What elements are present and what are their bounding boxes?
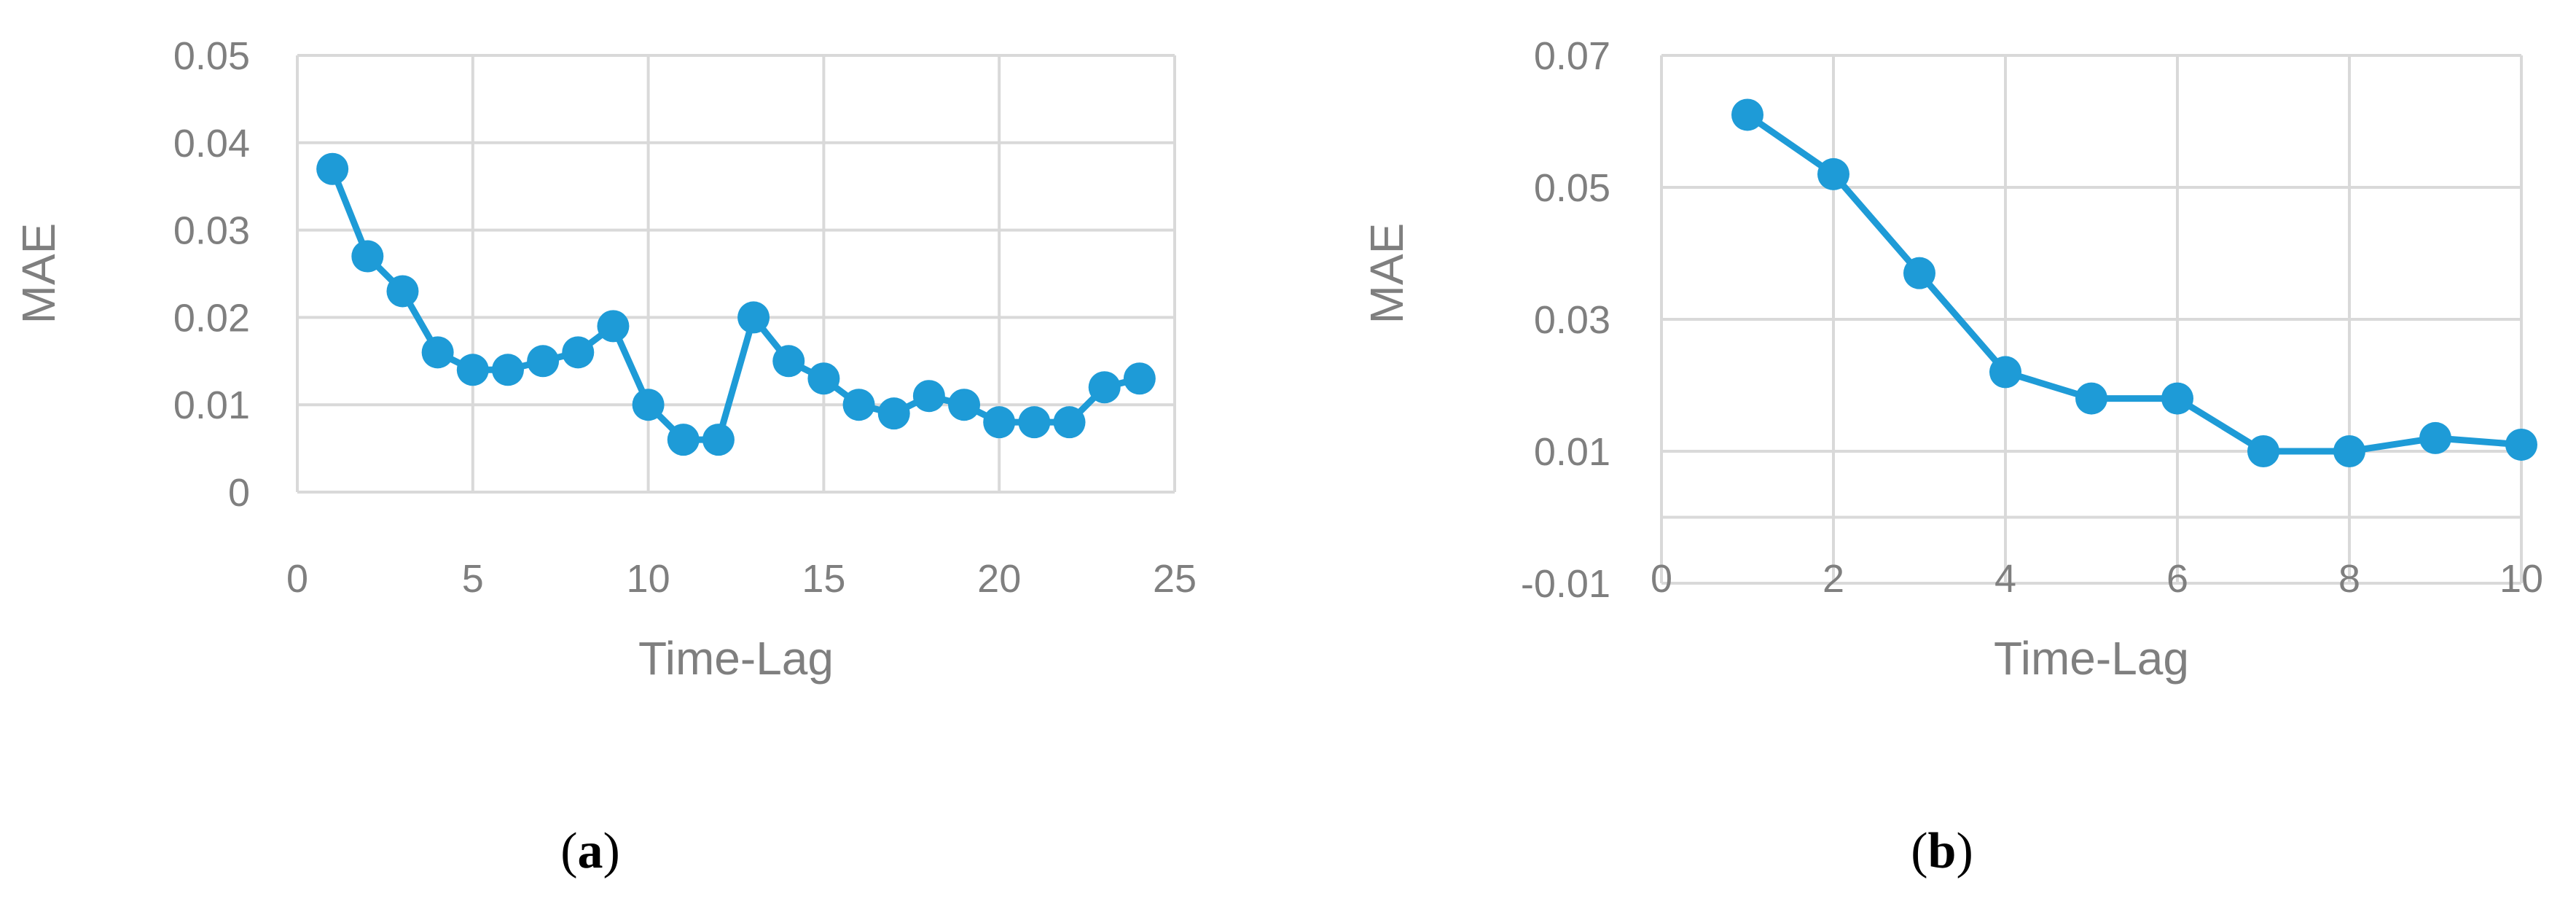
panel-label-open: ( xyxy=(560,823,577,879)
data-point xyxy=(2161,382,2193,415)
x-tick-label: 6 xyxy=(2166,557,2188,601)
y-tick-label: 0.01 xyxy=(1534,430,1610,474)
y-axis-title: MAE xyxy=(12,223,65,324)
x-axis-title: Time-Lag xyxy=(1994,632,2189,685)
x-tick-label: 15 xyxy=(802,557,845,601)
data-point xyxy=(877,397,910,430)
y-tick-label: 0.05 xyxy=(1534,166,1610,210)
x-tick-label: 0 xyxy=(1651,557,1672,601)
data-point xyxy=(948,389,981,421)
series-line xyxy=(329,168,1140,443)
data-point xyxy=(316,152,349,185)
x-tick-label: 8 xyxy=(2338,557,2360,601)
data-point xyxy=(632,389,665,421)
y-tick-label: 0.03 xyxy=(173,209,250,253)
data-point xyxy=(983,406,1016,439)
panel-label-open: ( xyxy=(1911,823,1927,879)
data-point xyxy=(2333,435,2365,467)
x-tick-label: 10 xyxy=(2499,557,2543,601)
data-point xyxy=(1088,371,1121,404)
data-point xyxy=(702,424,735,456)
x-tick-label: 20 xyxy=(977,557,1021,601)
data-point xyxy=(1731,98,1763,131)
data-point xyxy=(2075,382,2107,415)
data-point xyxy=(491,354,524,386)
y-tick-label: 0.01 xyxy=(173,383,250,427)
series-line xyxy=(1745,112,2522,455)
x-tick-label: 4 xyxy=(1994,557,2016,601)
data-point xyxy=(737,301,770,334)
y-tick-label: 0.02 xyxy=(173,296,250,340)
y-axis-title: MAE xyxy=(1361,223,1413,324)
x-axis-title: Time-Lag xyxy=(638,632,834,685)
data-point xyxy=(597,310,630,343)
chart-a: 0 0.01 0.02 0.03 0.04 0.05 0 5 10 15 20 25 Time-Lag M… xyxy=(12,34,1197,879)
panel-label-close: ) xyxy=(603,823,620,879)
y-tick-label: 0 xyxy=(228,471,250,515)
x-tick-label: 10 xyxy=(627,557,670,601)
data-point xyxy=(1123,362,1156,395)
data-point xyxy=(1989,356,2021,389)
data-point xyxy=(807,362,840,395)
y-tick-label: 0.07 xyxy=(1534,34,1610,78)
data-point xyxy=(1053,406,1086,439)
data-point xyxy=(1018,406,1051,439)
x-tick-label: 5 xyxy=(462,557,484,601)
panel-label: (b) xyxy=(1911,823,1973,879)
data-point xyxy=(527,345,560,378)
x-tick-label: 25 xyxy=(1153,557,1197,601)
data-point xyxy=(1903,257,1935,289)
data-point xyxy=(456,354,489,386)
data-point xyxy=(562,336,595,369)
data-point xyxy=(386,275,419,308)
data-point xyxy=(2419,421,2451,454)
y-tick-label: 0.04 xyxy=(173,122,250,165)
x-tick-label: 2 xyxy=(1823,557,1844,601)
x-tick-label: 0 xyxy=(286,557,308,601)
y-tick-label: -0.01 xyxy=(1521,562,1610,606)
data-point xyxy=(912,380,945,413)
y-tick-label: 0.03 xyxy=(1534,298,1610,342)
data-point xyxy=(1817,157,1849,190)
panel-label-close: ) xyxy=(1956,823,1973,879)
data-point xyxy=(351,240,384,273)
panel-label: (a) xyxy=(560,823,620,879)
data-point xyxy=(667,424,700,456)
data-point xyxy=(2247,435,2279,467)
data-point xyxy=(2505,428,2537,461)
panel-label-letter: b xyxy=(1928,823,1957,879)
data-point xyxy=(421,336,454,369)
data-point xyxy=(772,345,805,378)
panel-label-letter: a xyxy=(578,823,603,879)
y-tick-label: 0.05 xyxy=(173,34,250,78)
chart-b: -0.01 0.01 0.03 0.05 0.07 0 2 4 6 8 10 Time-Lag MAE (… xyxy=(1361,34,2543,879)
data-point xyxy=(842,389,875,421)
